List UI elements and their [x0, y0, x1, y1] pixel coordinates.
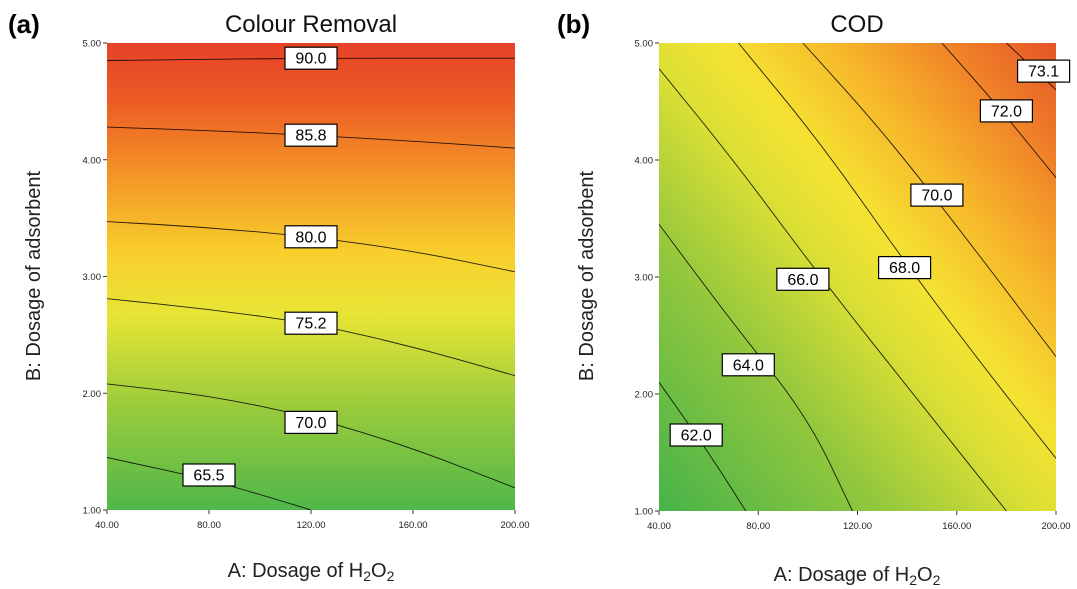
contour-label-box [721, 353, 775, 377]
x-axis-label-a-sub2: 2 [387, 568, 395, 584]
y-ticks-b: 1.00 2.00 3.00 4.00 5.00 [635, 39, 659, 518]
x-tick-label: 40.00 [647, 521, 671, 532]
contour-label-text: 85.8 [295, 128, 326, 145]
contour-label-text: 64.0 [733, 357, 764, 374]
x-tick-label: 160.00 [398, 520, 427, 531]
contour-label-a-2: 80.0 [284, 225, 338, 249]
x-axis-label-b-main: A: Dosage of H [774, 564, 910, 586]
contour-label-box [776, 267, 830, 291]
contour-label-box [1016, 59, 1071, 83]
colour-removal-panel: (a) Colour Removal 90.0 85.8 80.0 75.2 70.0 6… [8, 9, 530, 584]
x-axis-label-a: A: Dosage of H2O2 [228, 560, 395, 584]
y-tick-label: 3.00 [635, 273, 654, 284]
contour-label-text: 73.1 [1028, 64, 1059, 81]
x-tick-label: 40.00 [95, 520, 119, 531]
chart-title-a: Colour Removal [225, 11, 397, 38]
contour-label-b-3: 68.0 [877, 256, 932, 280]
panel-label-a: (a) [8, 9, 40, 39]
contour-labels-a: 90.0 85.8 80.0 75.2 70.0 65.5 [182, 46, 338, 487]
x-axis-label-a-main: A: Dosage of H [228, 560, 364, 582]
x-tick-label: 160.00 [942, 521, 971, 532]
x-axis-label-b-sub2: 2 [933, 572, 941, 588]
contour-line-a-5 [107, 457, 312, 510]
contour-line-b-6 [659, 382, 747, 511]
contour-label-text: 72.0 [991, 103, 1022, 120]
contour-label-box [669, 423, 723, 447]
contour-label-b-2: 70.0 [910, 183, 964, 207]
y-tick-label: 1.00 [635, 507, 654, 518]
y-tick-label: 5.00 [83, 39, 102, 50]
y-tick-label: 1.00 [83, 506, 102, 517]
contour-label-box [284, 311, 338, 335]
x-tick-label: 200.00 [1041, 521, 1070, 532]
contour-label-text: 70.0 [295, 415, 326, 432]
x-axis-label-a-sub1: 2 [363, 568, 371, 584]
x-ticks-b: 40.00 80.00 120.00 160.00 200.00 [647, 511, 1071, 532]
y-tick-label: 2.00 [635, 390, 654, 401]
x-axis-label-b-sub1: 2 [909, 572, 917, 588]
y-axis-label-b: B: Dosage of adsorbent [576, 170, 598, 381]
contour-label-box [910, 183, 964, 207]
contour-label-b-5: 64.0 [721, 353, 775, 377]
contour-label-text: 80.0 [295, 229, 326, 246]
chart-title-b: COD [830, 11, 883, 38]
x-tick-label: 80.00 [746, 521, 770, 532]
contour-label-a-4: 70.0 [284, 410, 338, 434]
contour-label-b-1: 72.0 [979, 99, 1034, 123]
contour-labels-b: 73.1 72.0 70.0 68.0 66.0 64.0 62.0 [669, 59, 1071, 447]
contour-label-a-3: 75.2 [284, 311, 338, 335]
contour-label-box [284, 410, 338, 434]
contour-label-a-5: 65.5 [182, 463, 236, 487]
x-axis-label-a-mid: O [371, 560, 387, 582]
x-tick-label: 120.00 [296, 520, 325, 531]
contour-label-box [284, 123, 338, 147]
x-ticks-a: 40.00 80.00 120.00 160.00 200.00 [95, 510, 530, 531]
contour-label-b-0: 73.1 [1016, 59, 1071, 83]
y-tick-label: 2.00 [83, 389, 102, 400]
contour-label-text: 70.0 [921, 188, 952, 205]
contour-label-box [182, 463, 236, 487]
cod-panel: (b) COD 73.1 72.0 70.0 68.0 66.0 64.0 62.0 1.0… [557, 9, 1071, 588]
x-tick-label: 120.00 [843, 521, 872, 532]
y-tick-label: 3.00 [83, 272, 102, 283]
contour-label-box [284, 225, 338, 249]
x-axis-label-b: A: Dosage of H2O2 [774, 564, 941, 588]
contour-surface-a [107, 43, 515, 510]
y-ticks-a: 1.00 2.00 3.00 4.00 5.00 [83, 39, 107, 517]
x-tick-label: 80.00 [197, 520, 221, 531]
contour-label-text: 62.0 [681, 428, 712, 445]
contour-label-text: 75.2 [295, 316, 326, 333]
contour-label-a-1: 85.8 [284, 123, 338, 147]
panel-label-b: (b) [557, 9, 590, 39]
contour-label-text: 66.0 [787, 272, 818, 289]
contour-label-text: 65.5 [193, 468, 224, 485]
y-tick-label: 4.00 [635, 156, 654, 167]
contour-label-b-6: 62.0 [669, 423, 723, 447]
y-tick-label: 5.00 [635, 39, 654, 50]
x-tick-label: 200.00 [500, 520, 529, 531]
y-axis-label-a: B: Dosage of adsorbent [23, 170, 45, 381]
contour-label-text: 68.0 [889, 260, 920, 277]
x-axis-label-b-mid: O [917, 564, 933, 586]
contour-label-text: 90.0 [295, 51, 326, 68]
y-tick-label: 4.00 [83, 155, 102, 166]
contour-label-a-0: 90.0 [284, 46, 338, 70]
contour-label-b-4: 66.0 [776, 267, 830, 291]
contour-label-box [284, 46, 338, 70]
contour-label-box [877, 256, 932, 280]
contour-label-box [979, 99, 1034, 123]
